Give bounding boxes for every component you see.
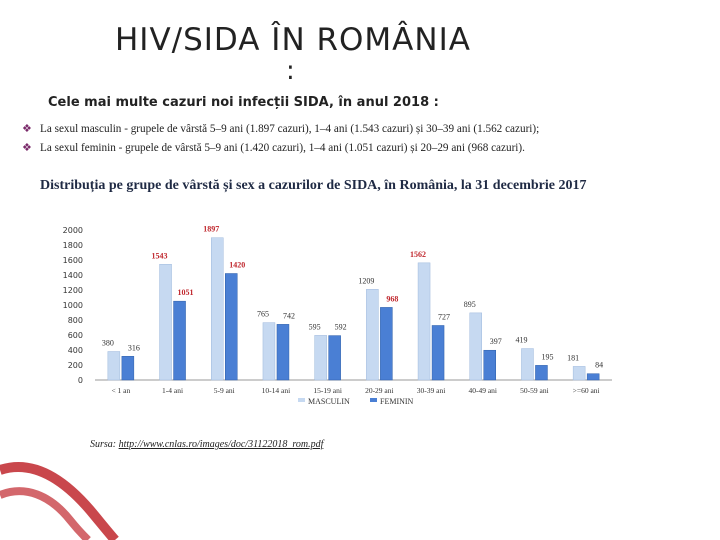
data-label: 742	[283, 311, 295, 320]
y-tick-label: 400	[68, 346, 83, 355]
data-label: 595	[309, 322, 321, 331]
legend-swatch-feminin	[370, 398, 377, 402]
data-label: 1051	[178, 288, 194, 297]
data-label: 84	[595, 361, 603, 370]
bullet-list: ❖ La sexul masculin - grupele de vârstă 5…	[22, 122, 539, 160]
bar-feminin	[586, 373, 600, 381]
source-label: Sursa:	[90, 439, 117, 450]
x-tick-label: >=60 ani	[573, 386, 600, 395]
bar-feminin	[483, 349, 496, 381]
source-link[interactable]: http://www.cnlas.ro/images/doc/31122018_…	[118, 439, 324, 450]
title-colon: :	[286, 56, 295, 86]
bar-masculin	[159, 264, 172, 381]
legend-label-feminin: FEMININ	[380, 397, 414, 406]
x-tick-label: 40-49 ani	[468, 386, 497, 395]
y-tick-label: 1600	[63, 256, 83, 265]
bar-chart: 0 200 400 600 800 1000 1200 1400 1600 1800 2000 380…	[63, 225, 612, 406]
x-tick-label: 20-29 ani	[365, 386, 394, 395]
bullet-text: La sexul feminin - grupele de vârstă 5–9…	[40, 142, 525, 154]
bar-masculin	[572, 366, 586, 381]
bar-feminin	[225, 273, 238, 381]
data-label: 592	[335, 323, 347, 332]
x-tick-label: 10-14 ani	[262, 386, 291, 395]
y-tick-label: 1200	[63, 286, 83, 295]
bar-feminin	[328, 335, 341, 381]
x-tick-label: 5-9 ani	[214, 386, 235, 395]
bar-masculin	[107, 351, 121, 381]
legend-label-masculin: MASCULIN	[308, 397, 350, 406]
x-tick-label: 15-19 ani	[313, 386, 342, 395]
y-tick-label: 1000	[63, 301, 83, 310]
bar-masculin	[366, 289, 379, 381]
x-tick-label: 50-59 ani	[520, 386, 549, 395]
chart-title: Distribuția pe grupe de vârstă și sex a …	[40, 178, 587, 193]
source-note: Sursa: http://www.cnlas.ro/images/doc/31…	[90, 439, 323, 450]
data-label: 727	[438, 312, 450, 321]
y-tick-label: 800	[68, 316, 83, 325]
data-label: 419	[515, 336, 527, 345]
page-subtitle: Cele mai multe cazuri noi infecții SIDA,…	[48, 95, 439, 110]
data-label: 968	[386, 294, 398, 303]
bar-masculin	[417, 262, 431, 381]
bar-feminin	[173, 300, 186, 381]
x-tick-label: 30-39 ani	[417, 386, 446, 395]
bullet-item-feminin: ❖ La sexul feminin - grupele de vârstă 5–…	[22, 141, 539, 160]
data-label: 1562	[410, 250, 426, 259]
diamond-bullet-icon: ❖	[22, 123, 33, 135]
diamond-bullet-icon: ❖	[22, 142, 33, 154]
y-tick-label: 600	[68, 331, 83, 340]
data-label: 765	[257, 310, 269, 319]
bar-feminin	[535, 365, 548, 381]
y-tick-label: 1400	[63, 271, 83, 280]
bar-masculin	[521, 348, 534, 381]
data-label: 1420	[229, 261, 245, 270]
x-tick-label: < 1 an	[111, 386, 130, 395]
bar-feminin	[380, 307, 393, 381]
bar-feminin	[431, 325, 445, 381]
legend-swatch-masculin	[298, 398, 305, 402]
data-label: 397	[490, 337, 502, 346]
bar-masculin	[262, 322, 276, 381]
bar-feminin	[276, 324, 290, 381]
data-label: 316	[128, 343, 140, 352]
y-tick-label: 2000	[63, 226, 83, 235]
data-label: 380	[102, 339, 114, 348]
red-ribbon-icon	[0, 461, 119, 540]
page-title: HIV/SIDA ÎN ROMÂNIA	[115, 22, 471, 58]
y-tick-label: 200	[68, 361, 83, 370]
bullet-item-masculin: ❖ La sexul masculin - grupele de vârstă 5…	[22, 122, 539, 141]
bar-masculin	[314, 335, 327, 381]
data-label: 895	[464, 300, 476, 309]
data-label: 181	[567, 353, 579, 362]
x-tick-label: 1-4 ani	[162, 386, 183, 395]
data-label: 195	[541, 352, 553, 361]
bar-masculin	[469, 312, 482, 381]
bar-masculin	[211, 237, 224, 381]
y-tick-label: 0	[78, 376, 83, 385]
data-label: 1209	[358, 276, 374, 285]
y-tick-label: 1800	[63, 241, 83, 250]
bar-feminin	[121, 356, 135, 381]
data-label: 1543	[152, 251, 168, 260]
bullet-text: La sexul masculin - grupele de vârstă 5–…	[40, 123, 540, 135]
data-label: 1897	[203, 225, 219, 234]
